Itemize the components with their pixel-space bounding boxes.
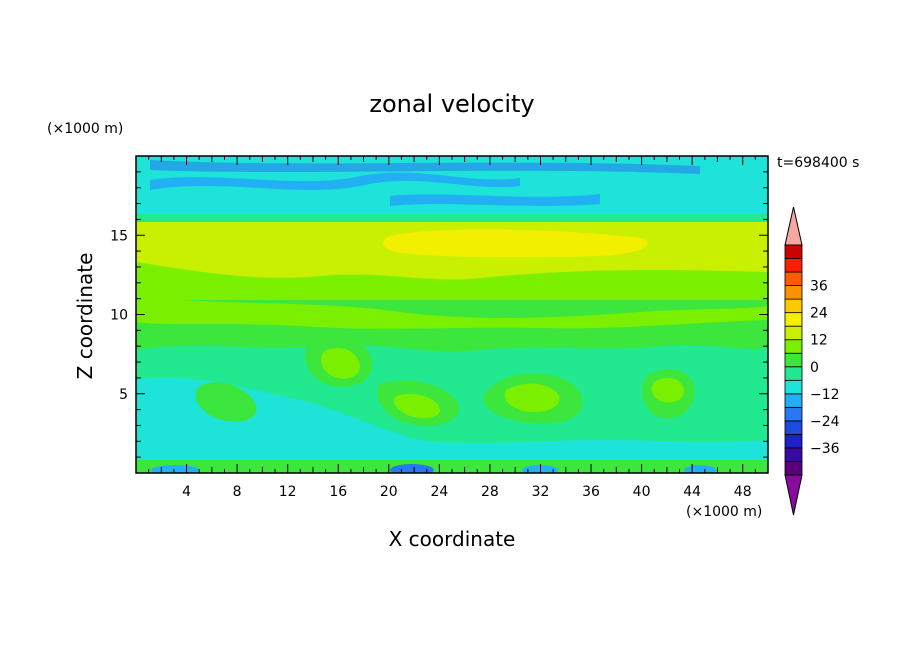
colorbar-over-triangle [784,206,803,246]
colorbar-label: 24 [810,306,828,322]
x-tick-label: 32 [532,484,550,500]
x-tick-label: 40 [633,484,651,500]
bottom-green-band [136,460,768,473]
blob-3-core [393,393,440,418]
colorbar-label: 12 [810,333,828,349]
colorbar-swatch [784,285,803,300]
colorbar: −36 −24 −12 0 12 24 36 [784,206,840,516]
colorbar-swatch [784,298,803,314]
blob-5-core [651,377,684,403]
colorbar-swatch [784,420,803,435]
blob-2-core [321,347,360,379]
upper-green-lower-edge [136,262,768,300]
colorbar-swatch [784,312,803,327]
colorbar-swatch [784,393,803,408]
colorbar-label: 0 [810,360,819,376]
y-units-label: (×1000 m) [47,121,123,137]
y-axis-label: Z coordinate [73,253,97,380]
colorbar-swatch [784,339,803,354]
colorbar-swatch [784,461,803,476]
x-tick-label: 48 [734,484,752,500]
chart-title: zonal velocity [369,90,534,118]
contour-field [136,156,768,473]
colorbar-swatch [784,352,803,368]
x-tick-label: 8 [233,484,242,500]
transition-green [136,214,768,224]
x-tick-label: 36 [582,484,600,500]
x-axis-label: X coordinate [389,527,516,551]
x-tick-label: 4 [182,484,191,500]
blob-4-core [504,383,560,412]
upper-yellow-core [383,229,648,258]
x-tick-label: 44 [683,484,701,500]
colorbar-swatch [784,258,803,273]
colorbar-label: 36 [810,279,828,295]
x-tick-label: 24 [430,484,448,500]
x-axis-ticks: 4 8 12 16 20 24 28 32 36 40 44 48 [148,156,756,500]
x-tick-label: 12 [279,484,297,500]
colorbar-swatch [784,271,803,286]
colorbar-swatch [784,366,803,381]
y-axis-ticks: 5 10 15 [110,171,768,458]
y-tick-label: 10 [110,308,128,324]
time-label: t=698400 s [777,155,859,171]
colorbar-label: −24 [810,414,840,430]
colorbar-swatch [784,379,803,395]
lower-cyan-core [136,377,768,466]
colorbar-swatch [784,434,803,449]
colorbar-swatch [784,406,803,422]
y-tick-label: 5 [119,387,128,403]
x-tick-label: 16 [329,484,347,500]
top-blue-streak-1 [150,172,520,190]
top-blue-streak-2 [390,194,600,206]
colorbar-label: −36 [810,441,840,457]
colorbar-swatch [784,244,803,259]
mid-lightgreen [136,296,768,329]
x-tick-label: 20 [380,484,398,500]
y-tick-label: 15 [110,228,128,244]
colorbar-swatch [784,447,803,462]
bottom-blue-spot-1 [390,464,434,473]
x-units-label: (×1000 m) [686,504,762,520]
x-tick-label: 28 [481,484,499,500]
colorbar-label: −12 [810,387,840,403]
colorbar-under-triangle [784,474,803,516]
blob-1 [195,382,257,422]
colorbar-swatch [784,325,803,341]
